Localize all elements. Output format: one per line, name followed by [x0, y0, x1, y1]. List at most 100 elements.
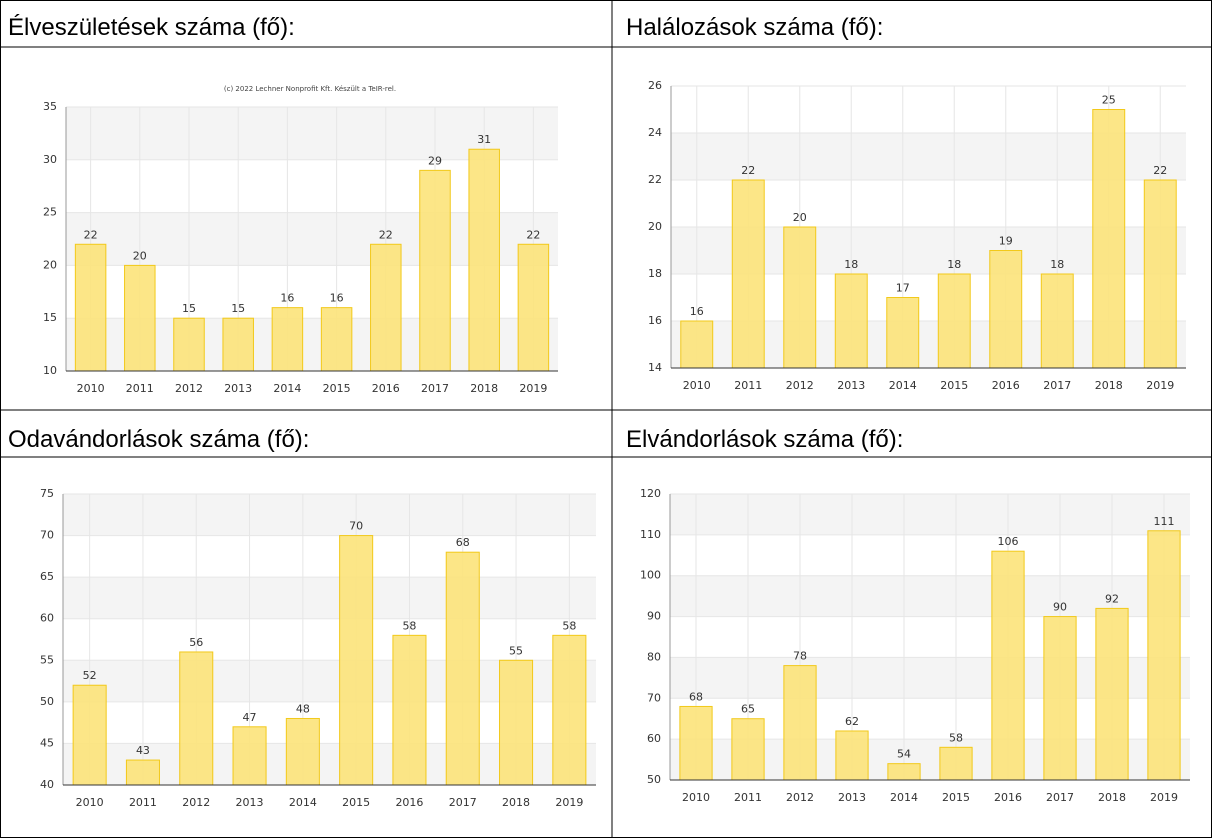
bar	[179, 651, 214, 786]
value-label: 20	[133, 249, 147, 262]
x-tick-label: 2010	[76, 796, 104, 809]
value-label: 111	[1154, 515, 1175, 528]
y-tick-label: 20	[43, 258, 57, 271]
bar	[370, 243, 402, 372]
bar	[937, 273, 971, 369]
value-label: 25	[1102, 94, 1116, 107]
y-tick-label: 22	[648, 173, 662, 186]
bar	[1143, 179, 1177, 369]
x-tick-label: 2012	[786, 791, 814, 804]
x-tick-label: 2014	[273, 382, 301, 395]
value-label: 16	[280, 292, 294, 305]
x-tick-label: 2016	[994, 791, 1022, 804]
value-label: 47	[243, 711, 257, 724]
x-tick-label: 2015	[942, 791, 970, 804]
bar	[445, 551, 480, 786]
value-label: 19	[999, 235, 1013, 248]
cell-title: Élveszületések száma (fő):	[8, 14, 295, 41]
bar	[680, 320, 714, 369]
y-tick-label: 80	[647, 650, 661, 663]
x-tick-label: 2018	[1095, 379, 1123, 392]
bar	[173, 317, 205, 372]
x-tick-label: 2011	[126, 382, 154, 395]
value-label: 62	[845, 715, 859, 728]
value-label: 15	[231, 302, 245, 315]
value-label: 22	[84, 228, 98, 241]
x-tick-label: 2013	[224, 382, 252, 395]
value-label: 65	[741, 703, 755, 716]
bar	[552, 634, 587, 786]
plot-band	[63, 494, 596, 536]
y-tick-label: 45	[40, 736, 54, 749]
bar	[320, 307, 353, 372]
cell-title: Halálozások száma (fő):	[626, 14, 883, 41]
bar	[499, 659, 534, 786]
x-tick-label: 2019	[555, 796, 583, 809]
x-tick-label: 2013	[236, 796, 264, 809]
bar	[125, 759, 160, 786]
x-tick-label: 2013	[838, 791, 866, 804]
value-label: 70	[349, 520, 363, 533]
value-label: 31	[477, 133, 491, 146]
x-tick-label: 2010	[682, 791, 710, 804]
x-tick-label: 2011	[734, 791, 762, 804]
x-tick-label: 2019	[519, 382, 547, 395]
value-label: 106	[998, 535, 1019, 548]
value-label: 22	[1153, 164, 1167, 177]
bar	[285, 717, 320, 786]
value-label: 58	[402, 619, 416, 632]
bar	[834, 273, 868, 369]
bar	[939, 746, 973, 781]
x-tick-label: 2010	[77, 382, 105, 395]
value-label: 16	[690, 305, 704, 318]
bar	[886, 297, 920, 369]
y-tick-label: 90	[647, 610, 661, 623]
y-tick-label: 15	[43, 311, 57, 324]
y-tick-label: 70	[40, 529, 54, 542]
bar	[991, 550, 1025, 781]
x-tick-label: 2013	[837, 379, 865, 392]
y-tick-label: 50	[40, 695, 54, 708]
bar	[232, 726, 267, 786]
plot-band	[670, 494, 1190, 535]
y-tick-label: 14	[648, 361, 662, 374]
x-tick-label: 2016	[395, 796, 423, 809]
y-tick-label: 50	[647, 773, 661, 786]
x-tick-label: 2015	[323, 382, 351, 395]
cell-title: Odavándorlások száma (fő):	[8, 426, 309, 453]
value-label: 20	[793, 211, 807, 224]
value-label: 43	[136, 744, 150, 757]
y-tick-label: 20	[648, 220, 662, 233]
y-tick-label: 100	[640, 569, 661, 582]
value-label: 17	[896, 282, 910, 295]
x-tick-label: 2018	[502, 796, 530, 809]
value-label: 58	[949, 731, 963, 744]
x-tick-label: 2017	[449, 796, 477, 809]
bar	[517, 243, 550, 372]
value-label: 29	[428, 154, 442, 167]
value-label: 90	[1053, 601, 1067, 614]
x-tick-label: 2011	[129, 796, 157, 809]
value-label: 18	[1050, 258, 1064, 271]
y-tick-label: 70	[647, 691, 661, 704]
bar	[1147, 530, 1181, 781]
value-label: 16	[330, 292, 344, 305]
bar	[1040, 273, 1074, 369]
bar	[887, 763, 921, 781]
x-tick-label: 2012	[786, 379, 814, 392]
plot-band	[63, 577, 596, 619]
x-tick-label: 2016	[992, 379, 1020, 392]
y-tick-label: 30	[43, 153, 57, 166]
bar	[392, 634, 427, 786]
bar	[271, 307, 304, 372]
value-label: 18	[947, 258, 961, 271]
x-tick-label: 2018	[470, 382, 498, 395]
y-tick-label: 40	[40, 778, 54, 791]
y-tick-label: 60	[647, 732, 661, 745]
x-tick-label: 2012	[182, 796, 210, 809]
x-tick-label: 2010	[683, 379, 711, 392]
x-tick-label: 2014	[289, 796, 317, 809]
bar	[222, 317, 254, 372]
value-label: 22	[526, 228, 540, 241]
